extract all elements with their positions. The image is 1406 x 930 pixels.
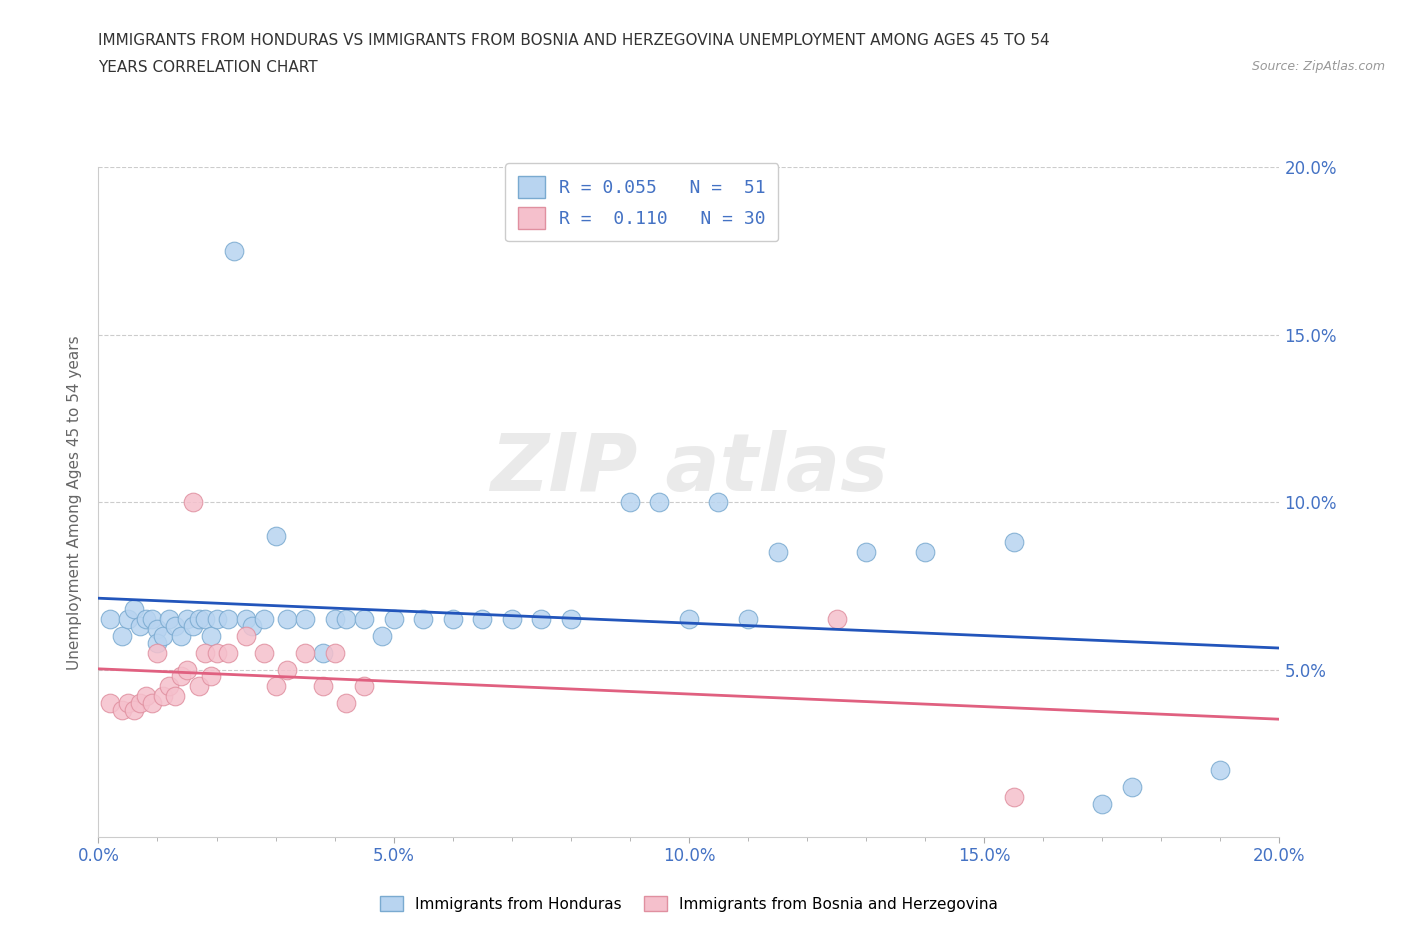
Point — [1002, 790, 1025, 804]
Point — [205, 612, 228, 627]
Point — [648, 495, 671, 510]
Point — [165, 618, 187, 633]
Point — [501, 612, 523, 627]
Point — [194, 645, 217, 660]
Point — [117, 696, 139, 711]
Point — [157, 679, 180, 694]
Point — [560, 612, 582, 627]
Legend: R = 0.055   N =  51, R =  0.110   N = 30: R = 0.055 N = 51, R = 0.110 N = 30 — [505, 163, 779, 242]
Point — [335, 612, 357, 627]
Text: Source: ZipAtlas.com: Source: ZipAtlas.com — [1251, 60, 1385, 73]
Point — [146, 635, 169, 650]
Point — [111, 629, 134, 644]
Text: IMMIGRANTS FROM HONDURAS VS IMMIGRANTS FROM BOSNIA AND HERZEGOVINA UNEMPLOYMENT : IMMIGRANTS FROM HONDURAS VS IMMIGRANTS F… — [98, 33, 1050, 47]
Point — [1121, 779, 1143, 794]
Point — [253, 645, 276, 660]
Point — [181, 618, 204, 633]
Point — [157, 612, 180, 627]
Point — [235, 629, 257, 644]
Point — [170, 669, 193, 684]
Point — [176, 612, 198, 627]
Point — [855, 545, 877, 560]
Point — [678, 612, 700, 627]
Point — [187, 679, 209, 694]
Point — [98, 696, 121, 711]
Point — [619, 495, 641, 510]
Point — [200, 669, 222, 684]
Point — [152, 689, 174, 704]
Point — [530, 612, 553, 627]
Point — [200, 629, 222, 644]
Point — [141, 612, 163, 627]
Point — [205, 645, 228, 660]
Point — [217, 645, 239, 660]
Point — [135, 689, 157, 704]
Point — [111, 702, 134, 717]
Point — [122, 602, 145, 617]
Point — [165, 689, 187, 704]
Point — [170, 629, 193, 644]
Point — [707, 495, 730, 510]
Point — [1091, 796, 1114, 811]
Point — [825, 612, 848, 627]
Point — [128, 618, 150, 633]
Point — [294, 645, 316, 660]
Point — [766, 545, 789, 560]
Point — [135, 612, 157, 627]
Point — [323, 645, 346, 660]
Point — [224, 244, 246, 259]
Point — [312, 679, 335, 694]
Point — [146, 622, 169, 637]
Point — [181, 495, 204, 510]
Point — [737, 612, 759, 627]
Point — [323, 612, 346, 627]
Point — [353, 679, 375, 694]
Point — [98, 612, 121, 627]
Point — [141, 696, 163, 711]
Point — [353, 612, 375, 627]
Point — [152, 629, 174, 644]
Point — [122, 702, 145, 717]
Point — [240, 618, 263, 633]
Point — [264, 679, 287, 694]
Point — [382, 612, 405, 627]
Point — [441, 612, 464, 627]
Point — [253, 612, 276, 627]
Point — [471, 612, 494, 627]
Point — [176, 662, 198, 677]
Point — [914, 545, 936, 560]
Point — [117, 612, 139, 627]
Point — [1209, 763, 1232, 777]
Point — [335, 696, 357, 711]
Point — [264, 528, 287, 543]
Point — [412, 612, 434, 627]
Text: YEARS CORRELATION CHART: YEARS CORRELATION CHART — [98, 60, 318, 75]
Point — [276, 612, 298, 627]
Point — [146, 645, 169, 660]
Point — [187, 612, 209, 627]
Point — [1002, 535, 1025, 550]
Point — [276, 662, 298, 677]
Point — [371, 629, 394, 644]
Y-axis label: Unemployment Among Ages 45 to 54 years: Unemployment Among Ages 45 to 54 years — [67, 335, 83, 670]
Point — [235, 612, 257, 627]
Point — [294, 612, 316, 627]
Point — [312, 645, 335, 660]
Point — [128, 696, 150, 711]
Text: ZIP atlas: ZIP atlas — [489, 430, 889, 508]
Point — [217, 612, 239, 627]
Point — [194, 612, 217, 627]
Legend: Immigrants from Honduras, Immigrants from Bosnia and Herzegovina: Immigrants from Honduras, Immigrants fro… — [374, 889, 1004, 918]
